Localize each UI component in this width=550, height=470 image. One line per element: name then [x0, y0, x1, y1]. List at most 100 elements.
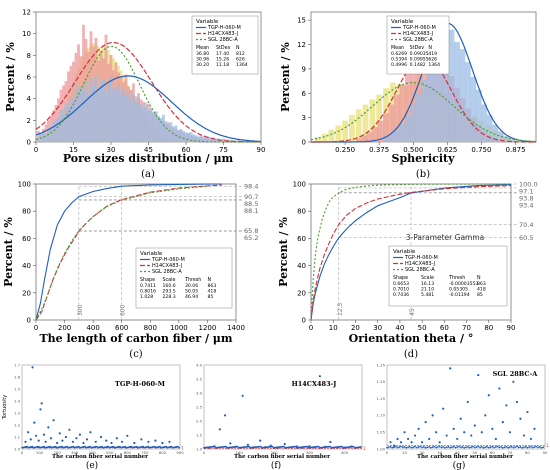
data-point: [514, 446, 517, 448]
histogram-bar: [109, 76, 113, 143]
data-point: [126, 434, 129, 437]
x-tick-label: 200: [58, 324, 71, 332]
data-point: [269, 444, 272, 447]
histogram-bar: [112, 89, 115, 143]
x-tick-label: 45: [144, 146, 153, 154]
y-tick-label: 1.6: [14, 374, 21, 379]
data-point: [78, 433, 82, 436]
x-tick-label: 20: [420, 450, 425, 455]
data-point: [33, 421, 36, 424]
data-point: [479, 446, 481, 449]
panel-caption: (b): [416, 169, 430, 180]
data-point: [413, 434, 417, 437]
histogram-bar: [179, 128, 183, 143]
legend-stats-cell: 1364: [236, 62, 248, 68]
data-point: [399, 441, 403, 444]
legend-stats-cell: 0.7411: [140, 283, 156, 289]
legend-stats-header: N: [477, 275, 481, 281]
data-point: [484, 446, 487, 449]
data-point: [225, 445, 228, 448]
y-tick-label: 0: [302, 317, 306, 325]
data-point: [480, 446, 483, 448]
histogram-bar: [117, 83, 120, 143]
data-point: [301, 446, 304, 449]
data-point: [459, 446, 462, 449]
histogram-bar: [152, 112, 155, 143]
y-tick-label: 60: [297, 235, 306, 243]
data-point: [524, 445, 527, 448]
histogram-bar: [169, 122, 173, 143]
legend-stats-cell: -0.01194: [449, 292, 470, 298]
scatter-tortuosity-sgl: 1.01 0 10 20 30 40 50 60 70 80 90 1.00 1.05 1.10 1.15…: [377, 362, 550, 470]
data-point: [350, 445, 353, 448]
histogram-bar: [79, 86, 83, 143]
y-tick-label: 40: [22, 262, 31, 270]
legend-stats-header: Thresh: [448, 275, 465, 281]
y-tick-label: 4: [27, 95, 32, 103]
legend-stats-cell: 17.40: [216, 51, 229, 57]
histogram-bar: [129, 99, 133, 143]
histogram-bar: [321, 133, 328, 143]
panel-caption: (c): [129, 349, 143, 360]
x-tick-label: 0.625: [437, 146, 457, 154]
legend-entry: H14CX483-J: [405, 261, 435, 267]
data-point: [466, 445, 469, 448]
data-point: [428, 445, 431, 448]
y-tick-label: 1.05: [377, 430, 386, 435]
data-point: [508, 446, 511, 449]
data-point: [417, 446, 420, 448]
data-point: [501, 446, 504, 449]
cdf-curve: [310, 185, 512, 321]
data-point: [29, 438, 32, 441]
histogram-bar: [82, 89, 85, 143]
data-point: [508, 431, 511, 434]
histogram-bar: [102, 79, 105, 143]
legend-entry: SGL 28BC-A: [208, 37, 238, 43]
data-point: [414, 445, 416, 448]
data-point: [498, 446, 501, 449]
x-tick-label: 1000: [170, 324, 188, 332]
x-tick-label: 75: [219, 146, 228, 154]
x-tick-label: 300: [306, 450, 314, 455]
data-point: [522, 434, 526, 437]
data-point: [440, 446, 443, 449]
data-point: [421, 446, 424, 449]
histogram-bar: [167, 124, 170, 143]
y-tick-label: 12: [297, 41, 306, 49]
data-point: [531, 446, 534, 449]
right-value-label: 97.1: [519, 188, 533, 196]
data-point: [115, 437, 118, 440]
histogram-pore-size: 0 15 30 45 60 75 90 0 2 4 6 8 10 12 Percent / % Pore …: [4, 9, 265, 181]
data-point: [234, 445, 237, 448]
data-point: [428, 437, 431, 441]
data-point: [422, 446, 425, 448]
histogram-bar: [162, 114, 165, 143]
data-point: [246, 443, 249, 446]
x-axis-label: The carbon fiber serial number: [52, 454, 148, 460]
data-point: [494, 437, 497, 441]
data-point: [503, 446, 506, 449]
x-tick-label: 0: [34, 324, 38, 332]
x-tick-label: 0.250: [335, 146, 355, 154]
data-point: [487, 446, 490, 449]
histogram-bar: [57, 116, 60, 143]
histogram-bar: [404, 115, 411, 143]
histogram-bar: [74, 84, 78, 143]
right-value-label: 93.4: [519, 202, 533, 210]
y-tick-label: 1.2: [14, 422, 21, 427]
legend-stats-cell: 5.481: [421, 292, 434, 298]
right-value-label: 100.0: [519, 181, 538, 189]
x-tick-label: 0.500: [403, 146, 423, 154]
legend-stats-cell: 418: [477, 287, 486, 293]
data-point: [528, 446, 531, 449]
data-point: [475, 446, 478, 448]
data-point: [400, 445, 402, 448]
data-point: [391, 446, 394, 449]
fit-curve: [35, 41, 261, 143]
histogram-bar: [448, 29, 455, 143]
y-tick-label: 80: [22, 208, 31, 216]
data-point: [394, 445, 397, 448]
vline-label: 600: [120, 304, 127, 316]
data-point: [529, 437, 533, 441]
x-tick-label: 0: [21, 450, 24, 455]
